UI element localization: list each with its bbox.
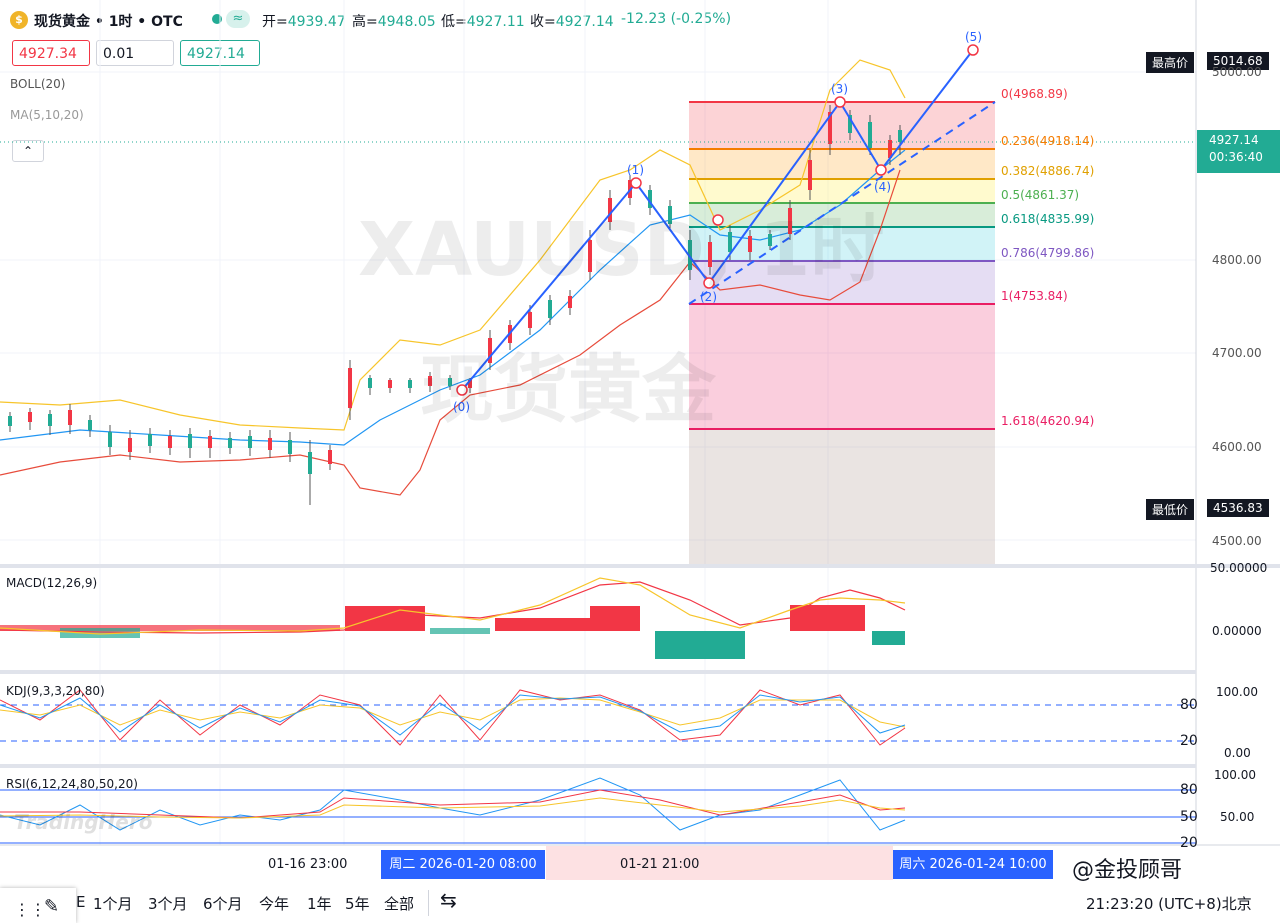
fib-level-0618: 0.618(4835.99): [1001, 212, 1095, 226]
sell-price-button[interactable]: 4927.34: [12, 40, 90, 66]
wave-label-5: (5): [965, 30, 982, 44]
lowest-price-value: 4536.83: [1207, 499, 1269, 517]
chevron-up-icon: ⌃: [22, 144, 34, 158]
fib-level-0382: 0.382(4886.74): [1001, 164, 1095, 178]
timezone-clock[interactable]: 21:23:20 (UTC+8)北京: [1086, 895, 1252, 913]
current-price-tag: 4927.14 00:36:40: [1197, 130, 1280, 173]
kdj-tick-100: 100.00: [1216, 685, 1258, 699]
rsi-level-20: 20: [1180, 835, 1198, 851]
price-tick-4500: 4500.00: [1212, 534, 1262, 548]
kdj-level-20: 20: [1180, 733, 1198, 749]
fib-level-0786: 0.786(4799.86): [1001, 246, 1095, 260]
ohlc-open: 开=4939.47: [262, 14, 346, 30]
fib-level-1: 1(4753.84): [1001, 289, 1068, 303]
symbol-header: $ 现货黄金 • 1时 • OTC ≈ 开=4939.47 高=4948.05 …: [0, 0, 1280, 40]
pen-icon[interactable]: ✎: [44, 896, 60, 917]
name-watermark: 现货黄金: [420, 347, 716, 433]
fib-level-0: 0(4968.89): [1001, 87, 1068, 101]
rsi-tick-100: 100.00: [1214, 768, 1256, 782]
drawing-tools-popup[interactable]: ⋮⋮ ✎: [0, 888, 76, 923]
more-dots-icon[interactable]: ⋮⋮: [14, 900, 46, 919]
macd-indicator-label[interactable]: MACD(12,26,9): [6, 576, 98, 590]
fib-level-0236: 0.236(4918.14): [1001, 134, 1095, 148]
range-all[interactable]: 全部: [384, 895, 415, 913]
symbol-logo-icon[interactable]: $: [10, 11, 28, 29]
lowest-price-label: 最低价: [1146, 499, 1195, 520]
price-change: -12.23 (-0.25%): [621, 11, 732, 27]
kdj-tick-0: 0.00: [1224, 746, 1251, 760]
highest-price-value: 5014.68: [1207, 52, 1269, 70]
range-5y[interactable]: 5年: [345, 895, 370, 913]
symbol-title[interactable]: 现货黄金 • 1时 • OTC: [34, 14, 183, 30]
range-ytd[interactable]: 今年: [259, 895, 290, 913]
quantity-input[interactable]: 0.01: [96, 40, 174, 66]
symbol-watermark: XAUUSD, 1时: [358, 207, 885, 293]
fib-level-1618: 1.618(4620.94): [1001, 414, 1095, 428]
price-tick-4800: 4800.00: [1212, 253, 1262, 267]
time-label-0116: 01-16 23:00: [268, 857, 348, 872]
collapse-indicators-button[interactable]: ⌃: [12, 140, 44, 162]
tradinghero-watermark: TradingHero: [14, 810, 153, 834]
date-range-icon[interactable]: ⇆: [440, 888, 457, 912]
ohlc-high: 高=4948.05: [352, 14, 436, 30]
macd-tick-50: 50.00000: [1210, 561, 1268, 575]
market-status-icon: [212, 14, 222, 24]
highest-price-label: 最高价: [1146, 52, 1195, 73]
wave-label-3: (3): [831, 82, 848, 96]
time-range-end[interactable]: 周六 2026-01-24 10:00: [893, 850, 1053, 879]
bar-countdown: 00:36:40: [1209, 150, 1263, 164]
rsi-level-50: 50: [1180, 809, 1198, 825]
approx-badge[interactable]: ≈: [226, 10, 250, 28]
weibo-credit: @金投顾哥: [1072, 858, 1183, 883]
bottom-divider: [428, 890, 429, 916]
range-6m[interactable]: 6个月: [203, 895, 243, 913]
wave-label-2: (2): [700, 290, 717, 304]
kdj-level-80: 80: [1180, 697, 1198, 713]
range-3m[interactable]: 3个月: [148, 895, 188, 913]
time-range-start[interactable]: 周二 2026-01-20 08:00: [381, 850, 545, 879]
wave-label-1: (1): [627, 163, 644, 177]
ohlc-low: 低=4927.11: [441, 14, 525, 30]
price-tick-4600: 4600.00: [1212, 440, 1262, 454]
boll-indicator-label[interactable]: BOLL(20): [10, 77, 66, 91]
current-price-value: 4927.14: [1209, 133, 1259, 147]
wave-label-0: (0): [453, 400, 470, 414]
range-partial[interactable]: E: [76, 893, 86, 911]
range-1m[interactable]: 1个月: [93, 895, 133, 913]
kdj-indicator-label[interactable]: KDJ(9,3,3,20,80): [6, 684, 105, 698]
time-label-0121: 01-21 21:00: [620, 857, 700, 872]
range-1y[interactable]: 1年: [307, 895, 332, 913]
ma-indicator-label[interactable]: MA(5,10,20): [10, 108, 84, 122]
rsi-level-80: 80: [1180, 782, 1198, 798]
price-tick-4700: 4700.00: [1212, 346, 1262, 360]
price-tick-5000: 5000.00: [1212, 65, 1262, 79]
wave-label-4: (4): [874, 180, 891, 194]
rsi-tick-50: 50.00: [1220, 810, 1255, 824]
fib-level-05: 0.5(4861.37): [1001, 188, 1080, 202]
rsi-indicator-label[interactable]: RSI(6,12,24,80,50,20): [6, 777, 138, 791]
macd-tick-0: 0.00000: [1212, 624, 1262, 638]
